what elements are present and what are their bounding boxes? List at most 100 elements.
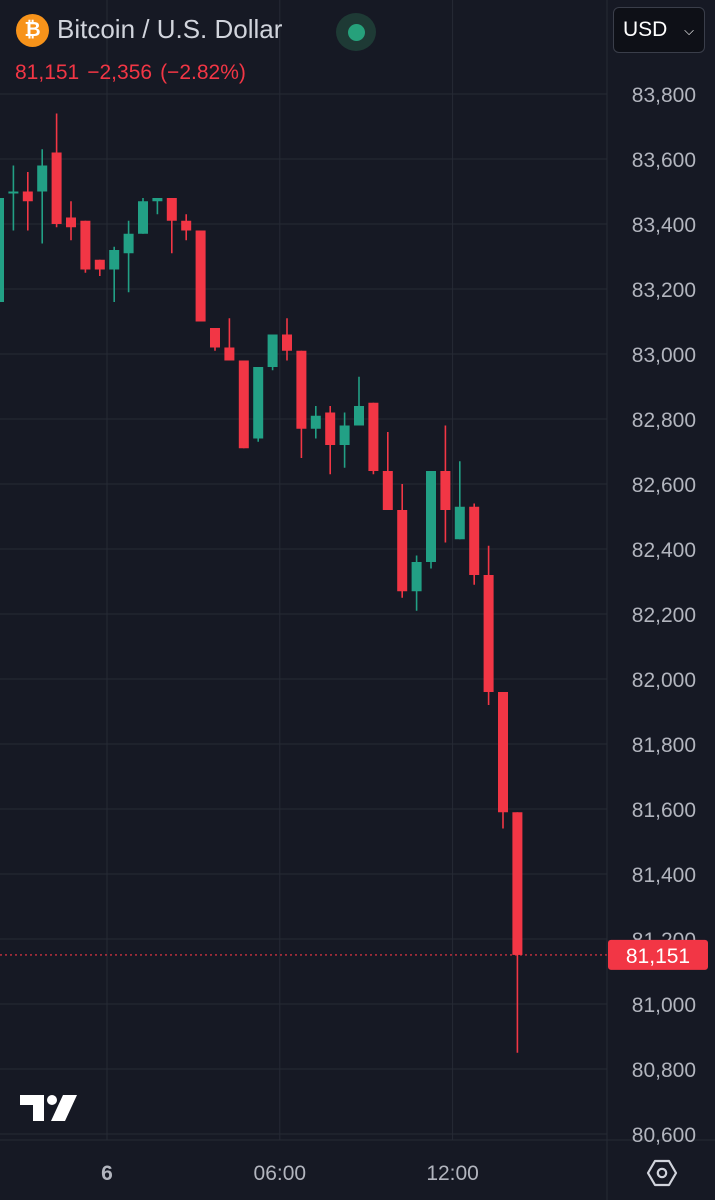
candle[interactable] (354, 376, 364, 426)
candle-body (94, 259, 105, 270)
candle-body (498, 692, 508, 813)
price-change: −2,356 (87, 61, 153, 84)
candle[interactable] (368, 402, 379, 475)
candle[interactable] (0, 198, 4, 302)
candle[interactable] (512, 812, 523, 1053)
candle[interactable] (238, 360, 249, 449)
candle-body (109, 250, 120, 270)
candle[interactable] (253, 367, 264, 442)
candle-body (354, 406, 364, 426)
candle-body (22, 191, 33, 202)
y-tick-label: 82,400 (632, 539, 696, 562)
time-axis[interactable]: 6 06:00 12:00 (101, 1162, 479, 1185)
candle-body (483, 575, 494, 692)
y-tick-label: 81,600 (632, 799, 696, 822)
bitcoin-icon: ₿ (16, 14, 49, 47)
candle[interactable] (80, 220, 91, 273)
candle[interactable] (339, 412, 350, 468)
candle[interactable] (66, 201, 76, 241)
candle[interactable] (282, 318, 292, 361)
candle[interactable] (123, 220, 134, 293)
y-tick-label: 81,400 (632, 864, 696, 887)
candle-body (138, 201, 148, 234)
candle[interactable] (426, 471, 436, 569)
candle[interactable] (397, 484, 408, 598)
y-tick-label: 83,000 (632, 344, 696, 367)
price-axis[interactable]: 80,60080,80081,00081,20081,40081,60081,8… (608, 84, 708, 1147)
candle-body (411, 562, 422, 592)
candle[interactable] (181, 214, 192, 241)
candle[interactable] (310, 406, 321, 439)
candle-body (37, 165, 48, 192)
candle-body (0, 198, 4, 302)
candle[interactable] (440, 425, 451, 543)
x-tick-label: 06:00 (254, 1162, 307, 1185)
x-tick-label: 12:00 (426, 1162, 479, 1185)
candle-body (440, 471, 451, 510)
candle[interactable] (382, 432, 393, 510)
y-tick-label: 83,600 (632, 149, 696, 172)
candle-body (339, 425, 350, 445)
candle[interactable] (224, 318, 235, 361)
y-tick-label: 81,800 (632, 734, 696, 757)
candle-body (267, 334, 278, 367)
currency-select-button[interactable]: USD ⌵ (613, 7, 705, 53)
y-tick-label: 82,600 (632, 474, 696, 497)
candle-body (253, 367, 264, 439)
candle[interactable] (195, 230, 206, 322)
live-status-dot-icon (336, 13, 376, 51)
candle-body (469, 506, 480, 575)
candle-body (454, 506, 465, 540)
candle-body (166, 198, 177, 221)
candle-body (8, 191, 19, 194)
y-tick-label: 83,200 (632, 279, 696, 302)
candle-body (51, 152, 62, 224)
candle[interactable] (8, 165, 19, 231)
price-change-percent: (−2.82%) (160, 61, 246, 84)
candle[interactable] (483, 545, 494, 705)
candle-body (368, 402, 379, 471)
candle[interactable] (37, 149, 48, 244)
candle[interactable] (166, 198, 177, 254)
candle[interactable] (22, 172, 33, 231)
candle[interactable] (469, 503, 480, 585)
candle[interactable] (109, 246, 120, 302)
tradingview-logo-icon[interactable] (20, 1093, 78, 1123)
candle[interactable] (296, 350, 307, 458)
chevron-down-icon: ⌵ (684, 23, 694, 38)
candle[interactable] (454, 461, 465, 540)
candle[interactable] (325, 406, 336, 475)
candle-body (195, 230, 206, 322)
symbol-title[interactable]: Bitcoin / U.S. Dollar (57, 14, 283, 44)
candle[interactable] (411, 555, 422, 611)
candle[interactable] (94, 259, 105, 276)
candle-body (80, 220, 91, 270)
y-tick-label: 82,200 (632, 604, 696, 627)
candle-body (426, 471, 436, 562)
candle-body (123, 233, 134, 254)
candle[interactable] (138, 198, 148, 234)
x-tick-label: 6 (101, 1162, 113, 1185)
candle-body (210, 328, 220, 348)
last-price-badge (608, 939, 708, 970)
candles[interactable] (0, 113, 523, 1053)
last-price: 81,151 (15, 61, 80, 84)
candle-body (512, 812, 523, 955)
candle[interactable] (267, 334, 278, 371)
candle[interactable] (210, 328, 220, 351)
last-price-badge-label: 81,151 (626, 945, 690, 968)
y-tick-label: 80,800 (632, 1059, 696, 1082)
hexagon-settings-icon[interactable] (646, 1158, 678, 1188)
candle[interactable] (498, 692, 508, 829)
y-tick-label: 80,600 (632, 1124, 696, 1147)
y-tick-label: 82,000 (632, 669, 696, 692)
y-tick-label: 83,800 (632, 84, 696, 107)
candle-body (238, 360, 249, 449)
candle[interactable] (51, 113, 62, 228)
candle[interactable] (152, 198, 163, 215)
candle-body (224, 347, 235, 361)
candle-body (282, 334, 292, 351)
